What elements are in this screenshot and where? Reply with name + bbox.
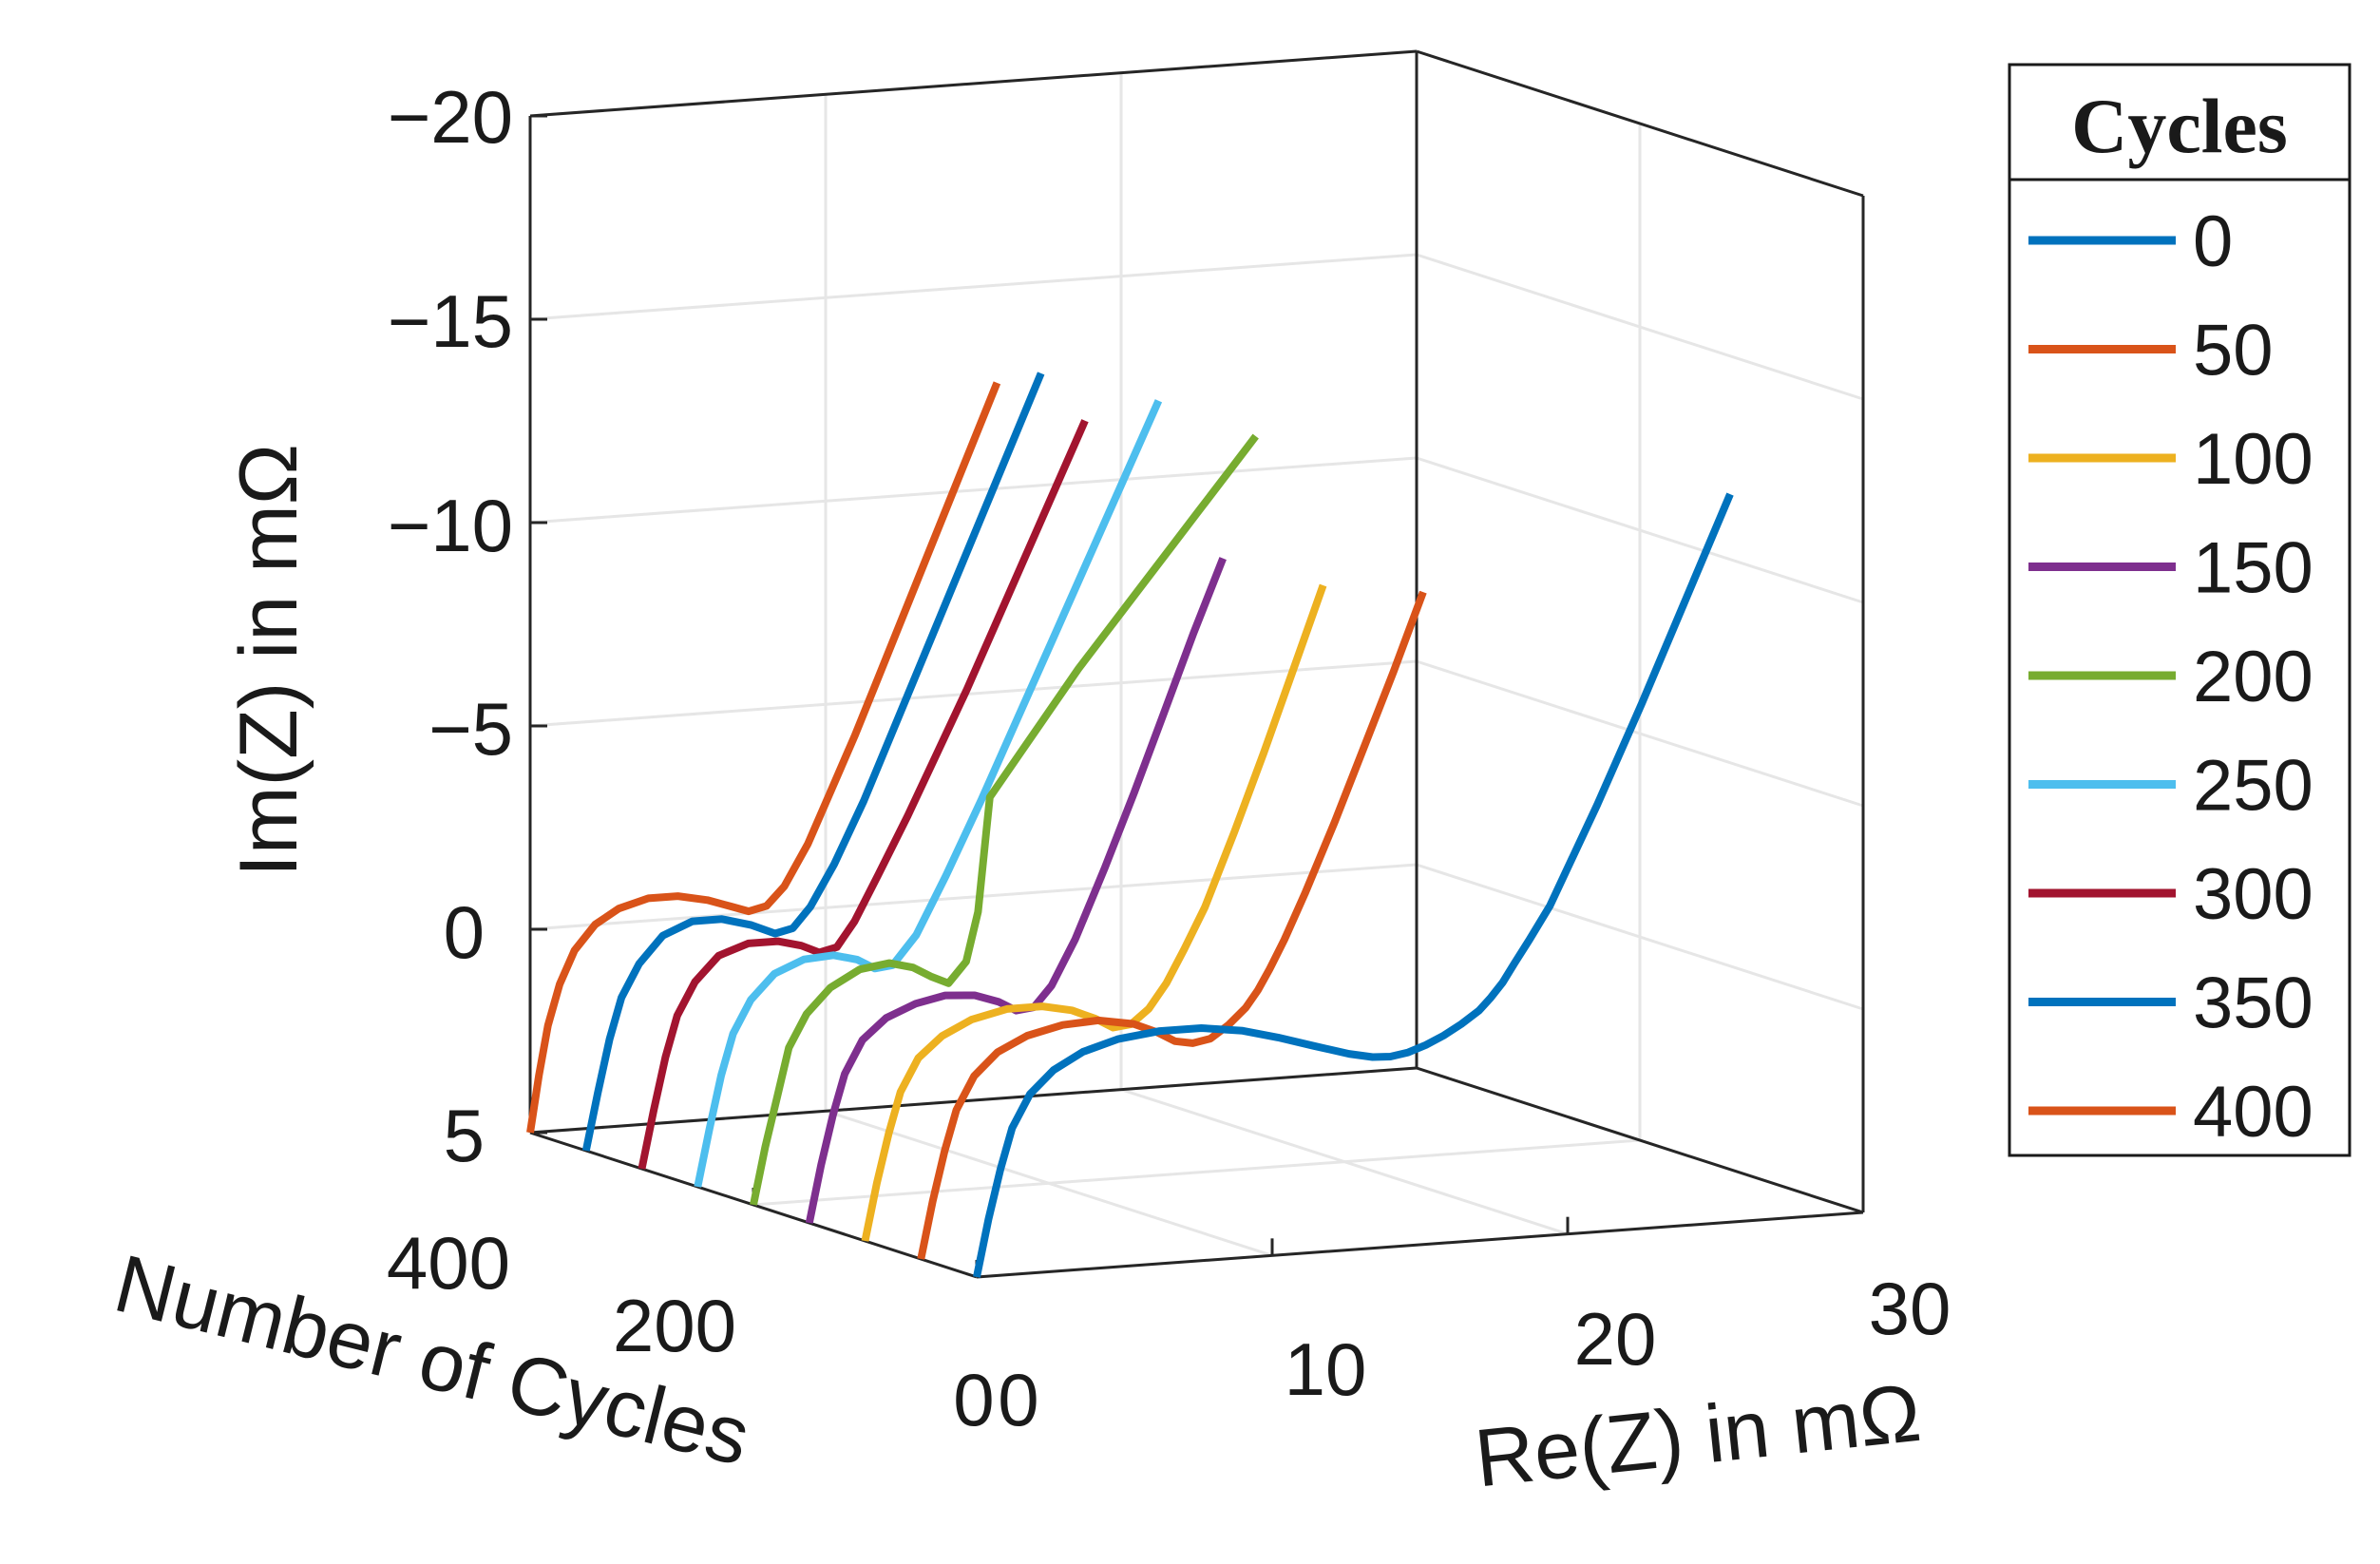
grid-line bbox=[1416, 863, 1864, 1011]
axis-edge bbox=[1416, 49, 1864, 198]
legend-label: 100 bbox=[2193, 419, 2313, 500]
grid-line bbox=[752, 1138, 1641, 1207]
z-tick-label: −5 bbox=[428, 687, 513, 771]
legend-entry: 350 bbox=[2028, 963, 2313, 1044]
legend-box bbox=[2008, 63, 2351, 1157]
legend-entry: 200 bbox=[2028, 637, 2313, 717]
grid-line bbox=[1416, 456, 1864, 604]
grid-line bbox=[529, 456, 1418, 525]
grid-lines bbox=[528, 49, 1865, 1279]
grid-line bbox=[529, 659, 1418, 728]
legend-label: 300 bbox=[2193, 854, 2313, 935]
z-tick-label: −15 bbox=[388, 279, 513, 363]
data-series bbox=[526, 372, 1734, 1278]
cycles-tick-label: 200 bbox=[613, 1284, 736, 1367]
series-line-250 bbox=[694, 399, 1163, 1188]
legend-entry: 150 bbox=[2028, 528, 2313, 609]
z-axis-label: Im(Z) in mΩ bbox=[223, 444, 314, 877]
re-tick-label: 20 bbox=[1574, 1297, 1657, 1381]
re-axis-label: Re(Z) in mΩ bbox=[1471, 1367, 1925, 1505]
axis-edge bbox=[529, 49, 1418, 118]
series-line-400 bbox=[526, 381, 1001, 1134]
legend: Cycles 0 50 100 150 200 250 300 350 400 bbox=[2008, 63, 2351, 1157]
series-line-50 bbox=[917, 590, 1427, 1260]
axis-edge bbox=[976, 1211, 1864, 1279]
series-line-150 bbox=[805, 557, 1227, 1224]
legend-title: Cycles bbox=[2071, 83, 2288, 169]
legend-label: 150 bbox=[2193, 528, 2313, 609]
grid-line bbox=[1416, 253, 1864, 401]
z-tick-label: −20 bbox=[388, 75, 513, 159]
re-tick-label: 30 bbox=[1869, 1267, 1952, 1350]
legend-entries: 0 50 100 150 200 250 300 350 400 bbox=[2028, 201, 2313, 1153]
legend-title-box bbox=[2008, 63, 2351, 181]
legend-entry: 250 bbox=[2028, 746, 2313, 827]
series-line-200 bbox=[750, 433, 1259, 1206]
grid-line bbox=[1416, 659, 1864, 808]
cycles-axis-ticks: 0 200 400 bbox=[387, 1221, 995, 1441]
axis-edge bbox=[1416, 1066, 1864, 1214]
z-axis-ticks: −20 −15 −10 −5 0 5 bbox=[388, 75, 513, 1177]
cycles-tick-label: 0 bbox=[953, 1358, 994, 1441]
z-tick-label: −10 bbox=[388, 484, 513, 567]
re-axis-ticks: 0 10 20 30 bbox=[998, 1267, 1951, 1441]
axis-edge bbox=[529, 1066, 1418, 1135]
legend-entry: 50 bbox=[2028, 311, 2274, 391]
re-tick-label: 0 bbox=[998, 1358, 1038, 1441]
z-tick-label: 0 bbox=[444, 890, 485, 974]
series-line-0 bbox=[973, 492, 1734, 1278]
legend-entry: 0 bbox=[2028, 201, 2233, 282]
legend-entry: 300 bbox=[2028, 854, 2313, 935]
legend-label: 200 bbox=[2193, 637, 2313, 717]
legend-label: 250 bbox=[2193, 746, 2313, 827]
grid-line bbox=[529, 253, 1418, 321]
axes-box bbox=[528, 49, 1865, 1279]
legend-label: 0 bbox=[2193, 201, 2233, 282]
legend-label: 400 bbox=[2193, 1072, 2313, 1153]
legend-entry: 100 bbox=[2028, 419, 2313, 500]
grid-line bbox=[529, 863, 1418, 931]
series-line-300 bbox=[638, 419, 1089, 1170]
legend-entry: 400 bbox=[2028, 1072, 2313, 1153]
z-tick-label: 5 bbox=[444, 1094, 485, 1177]
series-line-350 bbox=[581, 372, 1045, 1152]
legend-label: 350 bbox=[2193, 963, 2313, 1044]
re-tick-label: 10 bbox=[1285, 1327, 1367, 1411]
legend-label: 50 bbox=[2193, 311, 2274, 391]
cycles-tick-label: 400 bbox=[387, 1221, 510, 1305]
